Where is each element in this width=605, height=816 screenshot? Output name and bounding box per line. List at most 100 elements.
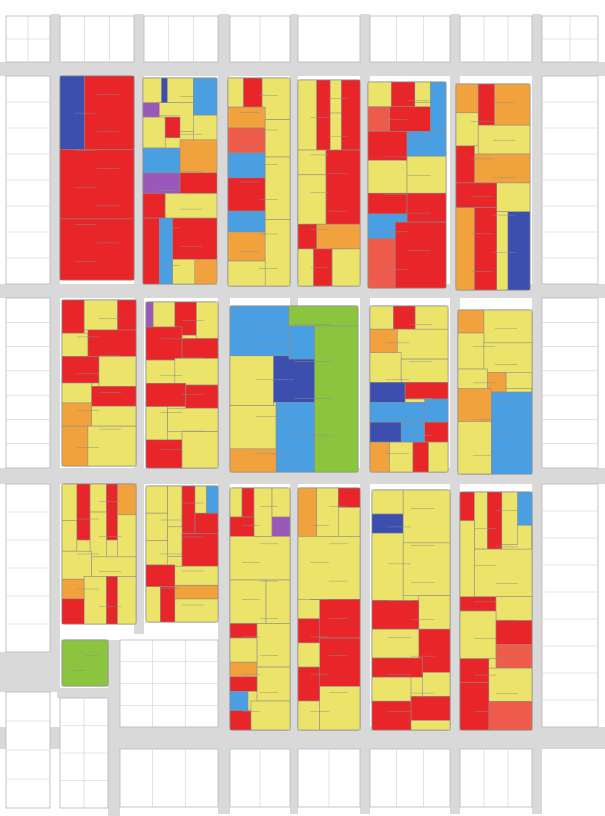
parcel xyxy=(181,485,196,534)
parcel xyxy=(117,514,137,558)
parcel xyxy=(142,217,160,285)
parcel xyxy=(414,81,431,103)
parcel xyxy=(229,487,243,518)
parcel xyxy=(314,325,359,473)
parcel xyxy=(455,145,475,184)
parcel xyxy=(83,299,118,331)
parcel xyxy=(369,421,402,443)
parcel xyxy=(275,401,315,473)
parcel xyxy=(490,391,533,475)
parcel xyxy=(229,516,255,537)
parcel xyxy=(250,700,291,731)
parcel xyxy=(367,192,408,215)
parcel xyxy=(227,127,266,154)
parcel xyxy=(145,586,161,623)
street xyxy=(0,652,60,692)
parcel xyxy=(227,77,244,108)
city-block xyxy=(455,83,531,291)
parcel xyxy=(229,305,290,357)
parcel xyxy=(389,441,414,473)
parcel xyxy=(297,79,317,151)
parcel xyxy=(297,642,321,668)
context-block xyxy=(297,15,361,63)
parcel xyxy=(59,75,85,150)
parcel xyxy=(145,382,186,407)
parcel xyxy=(371,532,404,601)
parcel xyxy=(227,177,266,212)
parcel xyxy=(271,516,291,537)
parcel xyxy=(145,540,168,566)
parcel xyxy=(517,491,533,526)
parcel xyxy=(400,358,449,383)
parcel xyxy=(229,623,258,639)
parcel xyxy=(369,328,398,353)
context-block xyxy=(369,748,451,808)
parcel xyxy=(369,441,390,473)
parcel xyxy=(455,207,475,291)
parcel xyxy=(227,152,266,179)
parcel xyxy=(271,487,291,518)
parcel xyxy=(457,368,488,390)
parcel xyxy=(229,448,277,473)
parcel xyxy=(145,301,154,328)
parcel xyxy=(393,305,416,330)
parcel xyxy=(319,637,361,687)
parcel xyxy=(229,661,258,678)
street xyxy=(450,14,460,814)
parcel xyxy=(181,533,219,567)
city-block xyxy=(297,487,361,731)
parcel xyxy=(161,77,168,104)
parcel xyxy=(61,639,109,687)
parcel xyxy=(227,106,266,129)
city-block xyxy=(367,81,447,289)
parcel xyxy=(487,491,503,550)
parcel xyxy=(367,160,408,194)
context-block xyxy=(459,15,533,63)
parcel xyxy=(164,116,181,138)
parcel xyxy=(496,211,509,291)
context-block xyxy=(541,483,599,728)
parcel xyxy=(412,441,429,473)
parcel xyxy=(145,564,176,588)
parcel xyxy=(181,338,219,359)
parcel xyxy=(459,491,475,521)
parcel xyxy=(229,690,249,711)
parcel xyxy=(418,628,451,673)
parcel xyxy=(404,382,449,400)
parcel xyxy=(145,359,176,384)
parcel xyxy=(371,600,420,630)
parcel xyxy=(167,485,183,528)
parcel xyxy=(297,223,317,250)
parcel xyxy=(457,421,492,475)
parcel xyxy=(369,401,425,423)
street xyxy=(50,14,60,654)
parcel xyxy=(172,217,218,260)
street xyxy=(57,688,113,698)
parcel xyxy=(367,131,408,161)
parcel xyxy=(297,487,317,537)
parcel xyxy=(406,155,447,194)
parcel xyxy=(61,550,92,580)
street xyxy=(218,14,230,814)
parcel xyxy=(174,358,219,386)
parcel xyxy=(117,483,137,516)
parcel xyxy=(418,595,451,630)
parcel xyxy=(367,106,391,132)
city-block xyxy=(227,77,291,287)
parcel xyxy=(87,425,137,467)
parcel xyxy=(229,579,267,624)
parcel xyxy=(265,579,291,624)
parcel xyxy=(389,106,431,132)
parcel xyxy=(229,405,277,450)
city-block xyxy=(459,491,533,731)
parcel xyxy=(406,192,447,223)
parcel xyxy=(316,487,339,537)
parcel xyxy=(61,356,100,384)
parcel xyxy=(495,620,533,645)
parcel xyxy=(229,637,258,663)
parcel xyxy=(297,174,327,225)
parcel xyxy=(194,258,218,285)
parcel xyxy=(402,489,451,544)
parcel xyxy=(329,79,342,114)
parcel xyxy=(457,309,485,334)
